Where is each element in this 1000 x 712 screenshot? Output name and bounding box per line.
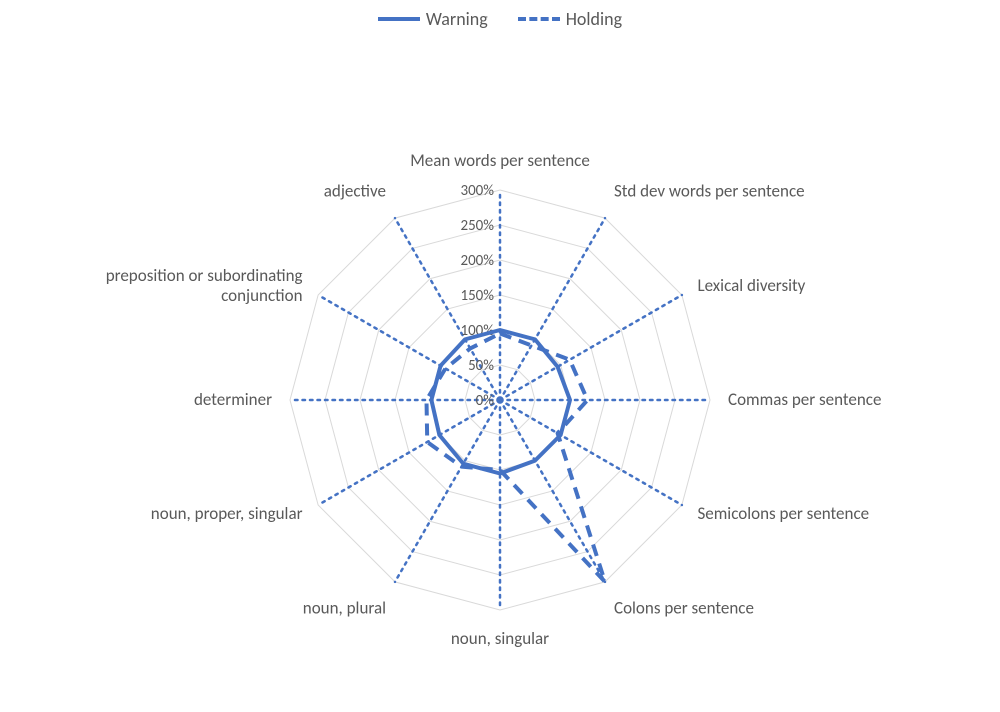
ring-tick-label: 200% [460,252,494,270]
axis-label: noun, proper, singular [151,503,303,524]
axis-label: Lexical diversity [697,275,805,296]
ring-tick-label: 0% [476,392,495,410]
legend-item-warning: Warning [378,8,488,30]
axis-label: Commas per sentence [728,389,881,410]
radar-chart-svg: 0%50%100%150%200%250%300%Mean words per … [0,0,1000,712]
ring-tick-label: 300% [460,182,494,200]
legend-label-warning: Warning [426,8,488,30]
axis-label: Mean words per sentence [410,150,590,171]
axis-label: Std dev words per sentence [614,181,805,202]
legend-item-holding: Holding [518,8,622,30]
axis-label: noun, plural [303,597,386,618]
axis-label: determiner [194,389,272,410]
ring-tick-label: 150% [460,287,494,305]
axis-label: preposition or subordinatingconjunction [106,265,303,306]
axis-label: Semicolons per sentence [697,503,869,524]
axis-label: noun, singular [451,628,549,649]
legend-label-holding: Holding [566,8,622,30]
legend-swatch-holding [518,17,560,21]
ring-tick-label: 50% [468,357,494,375]
legend: Warning Holding [0,8,1000,30]
axis-label: Colons per sentence [614,597,754,618]
ring-tick-label: 250% [460,217,494,235]
axis-label: adjective [324,181,386,202]
radar-chart-container: Warning Holding 0%50%100%150%200%250%300… [0,0,1000,712]
legend-swatch-warning [378,17,420,21]
